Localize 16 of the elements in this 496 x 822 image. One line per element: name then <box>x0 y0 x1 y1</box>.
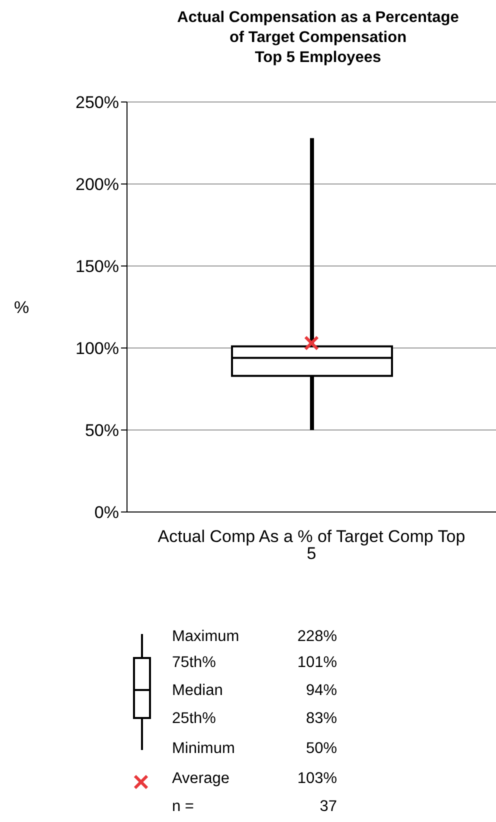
text: Median 94% <box>172 682 337 699</box>
y-tick-label: 250% <box>76 93 119 112</box>
text: Minimum 50% <box>172 740 337 757</box>
y-tick-label: 100% <box>76 339 119 358</box>
y-tick-label: 150% <box>76 257 119 276</box>
text: Average 103% <box>172 770 337 787</box>
text: n = 37 <box>172 798 337 815</box>
y-tick-label: 0% <box>94 503 119 522</box>
y-tick-label: 200% <box>76 175 119 194</box>
x-tick-label: Actual Comp As a % of Target Comp Top 5 <box>158 527 466 564</box>
text: 25th% 83% <box>172 710 337 727</box>
text: 75th% 101% <box>172 654 337 671</box>
chart-title: Actual Compensation as a Percentage of Target Compensation Top 5 Employees <box>176 8 460 68</box>
y-tick-label: 50% <box>84 421 119 440</box>
text: Maximum 228% <box>172 628 337 645</box>
y-axis-title: % <box>14 298 30 318</box>
